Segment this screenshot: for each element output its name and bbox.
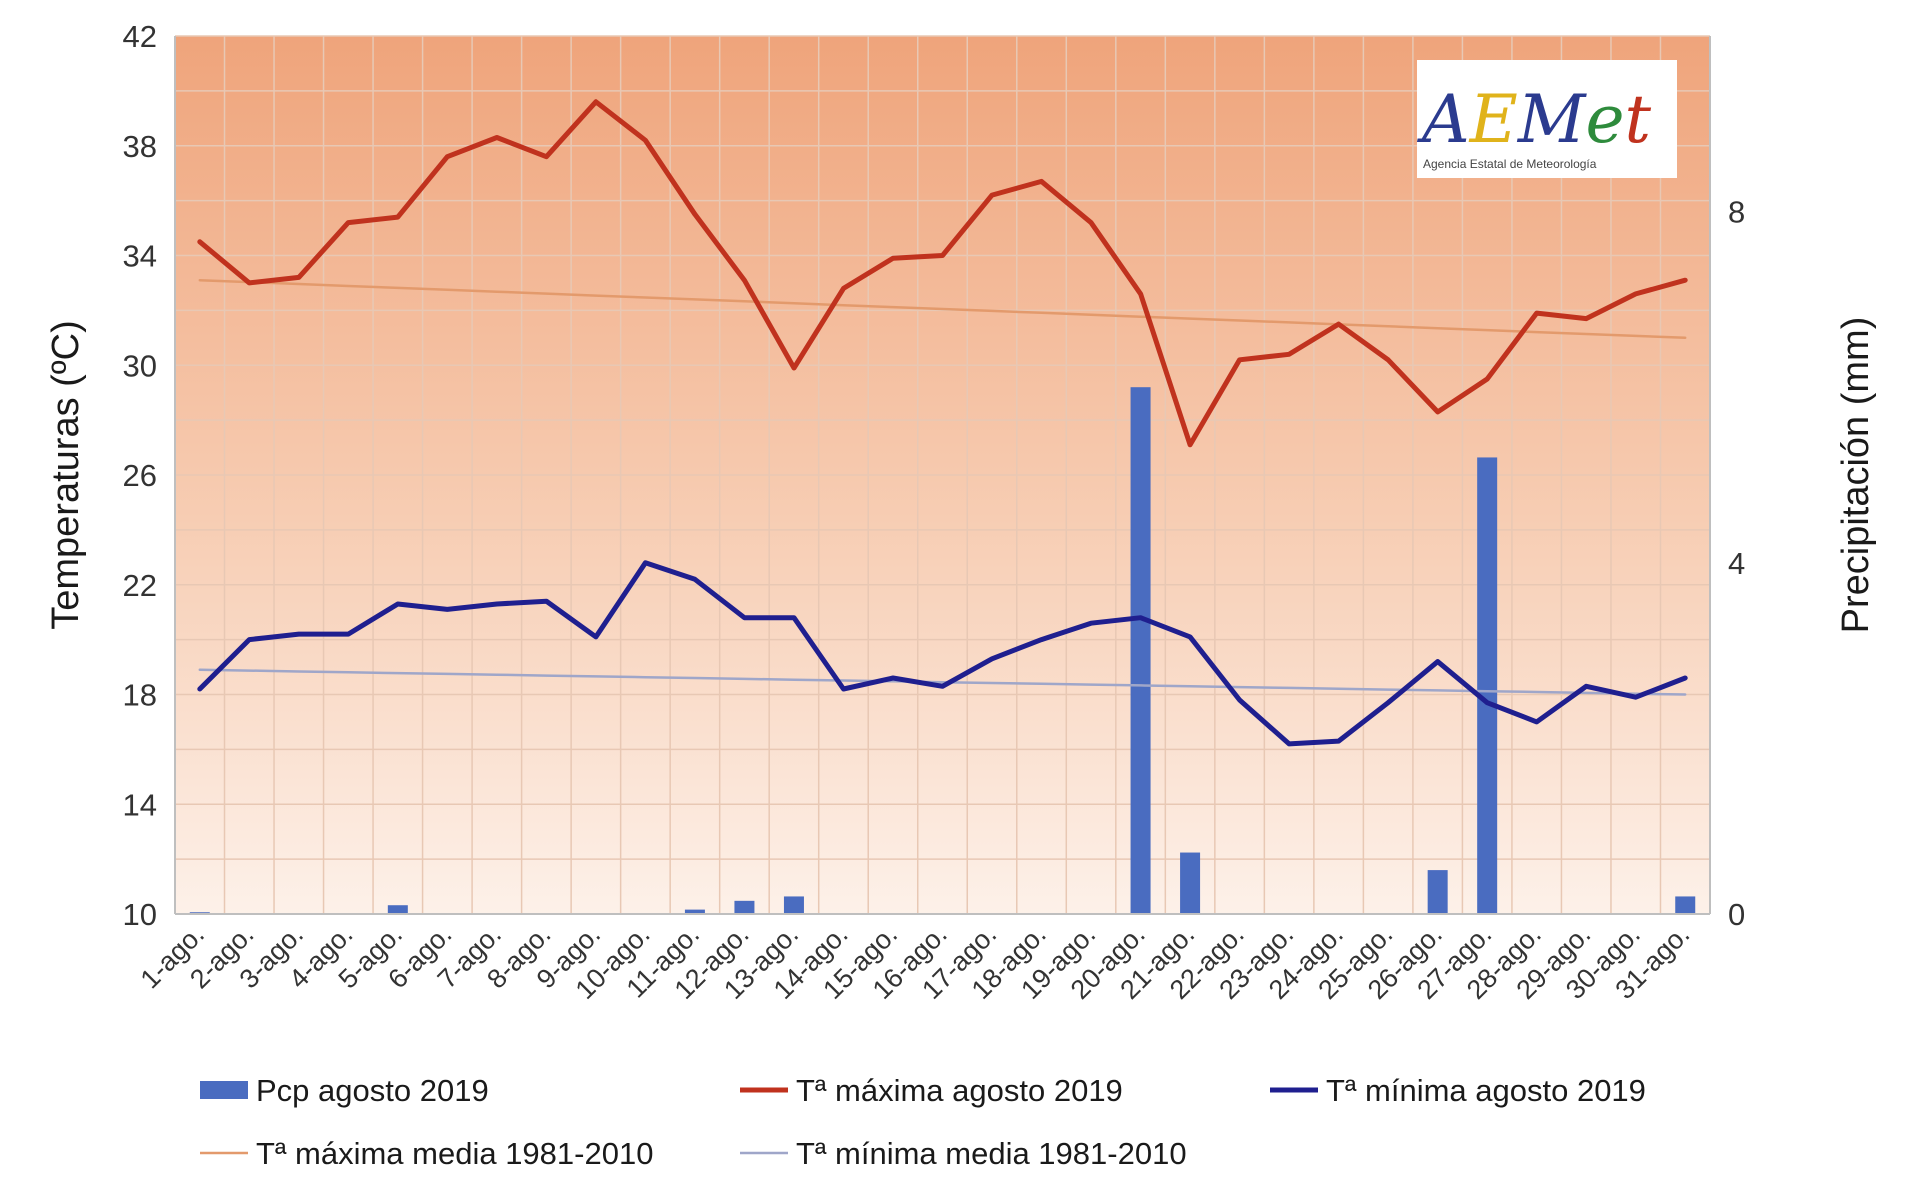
legend-label: Tª máxima agosto 2019 (796, 1073, 1123, 1108)
precip-bar (734, 900, 755, 914)
precip-bar (1477, 457, 1498, 914)
precip-bar (1130, 387, 1151, 914)
y-tick-label: 38 (123, 129, 157, 164)
y-tick-label: 10 (123, 897, 157, 932)
tmin-2019-line (197, 560, 1688, 747)
y-tick-label: 26 (123, 458, 157, 493)
legend-label: Tª mínima media 1981-2010 (796, 1136, 1187, 1171)
y2-axis-title: Precipitación (mm) (1835, 317, 1877, 634)
legend-label: Pcp agosto 2019 (256, 1073, 489, 1108)
gridlines (174, 35, 1711, 915)
y2-tick-label: 4 (1728, 546, 1745, 581)
y-axis-title: Temperaturas (ºC) (45, 320, 87, 630)
y-tick-label: 34 (123, 239, 157, 274)
y-tick-label: 18 (123, 678, 157, 713)
precip-bar (1675, 896, 1696, 914)
precip-bars (189, 387, 1696, 914)
precip-bar (1180, 852, 1201, 914)
y2-tick-label: 8 (1728, 195, 1745, 230)
tmax-normal-line (198, 278, 1687, 340)
y-tick-label: 14 (123, 787, 157, 822)
y-tick-label: 42 (123, 19, 157, 54)
svg-text:AEMet: AEMet (1416, 81, 1652, 158)
legend-swatch-bar (200, 1081, 248, 1099)
legend: Pcp agosto 2019 Tª máxima agosto 2019 Tª m… (200, 1073, 1646, 1171)
y2-tick-label: 0 (1728, 897, 1745, 932)
y-tick-label: 30 (123, 348, 157, 383)
precip-bar (1427, 870, 1448, 914)
precip-bar (387, 905, 408, 914)
tmin-normal-line (198, 668, 1687, 696)
aemet-logo: AEMet Agencia Estatal de Meteorología (1416, 60, 1677, 178)
legend-label: Tª máxima media 1981-2010 (256, 1136, 653, 1171)
precip-bar (684, 909, 705, 914)
temperature-lines (197, 99, 1688, 747)
precip-bar (783, 896, 804, 914)
legend-label: Tª mínima agosto 2019 (1326, 1073, 1646, 1108)
logo-subtitle: Agencia Estatal de Meteorología (1423, 157, 1597, 171)
tmax-2019-line (197, 99, 1688, 448)
y-tick-label: 22 (123, 568, 157, 603)
